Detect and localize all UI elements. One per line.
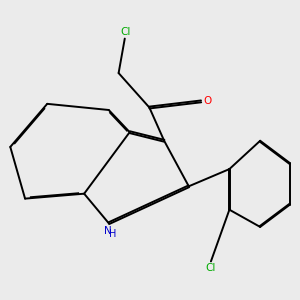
Text: O: O [203,96,212,106]
Text: Cl: Cl [120,26,130,37]
Text: N: N [104,226,112,236]
Text: Cl: Cl [205,263,216,274]
Text: H: H [109,229,116,239]
